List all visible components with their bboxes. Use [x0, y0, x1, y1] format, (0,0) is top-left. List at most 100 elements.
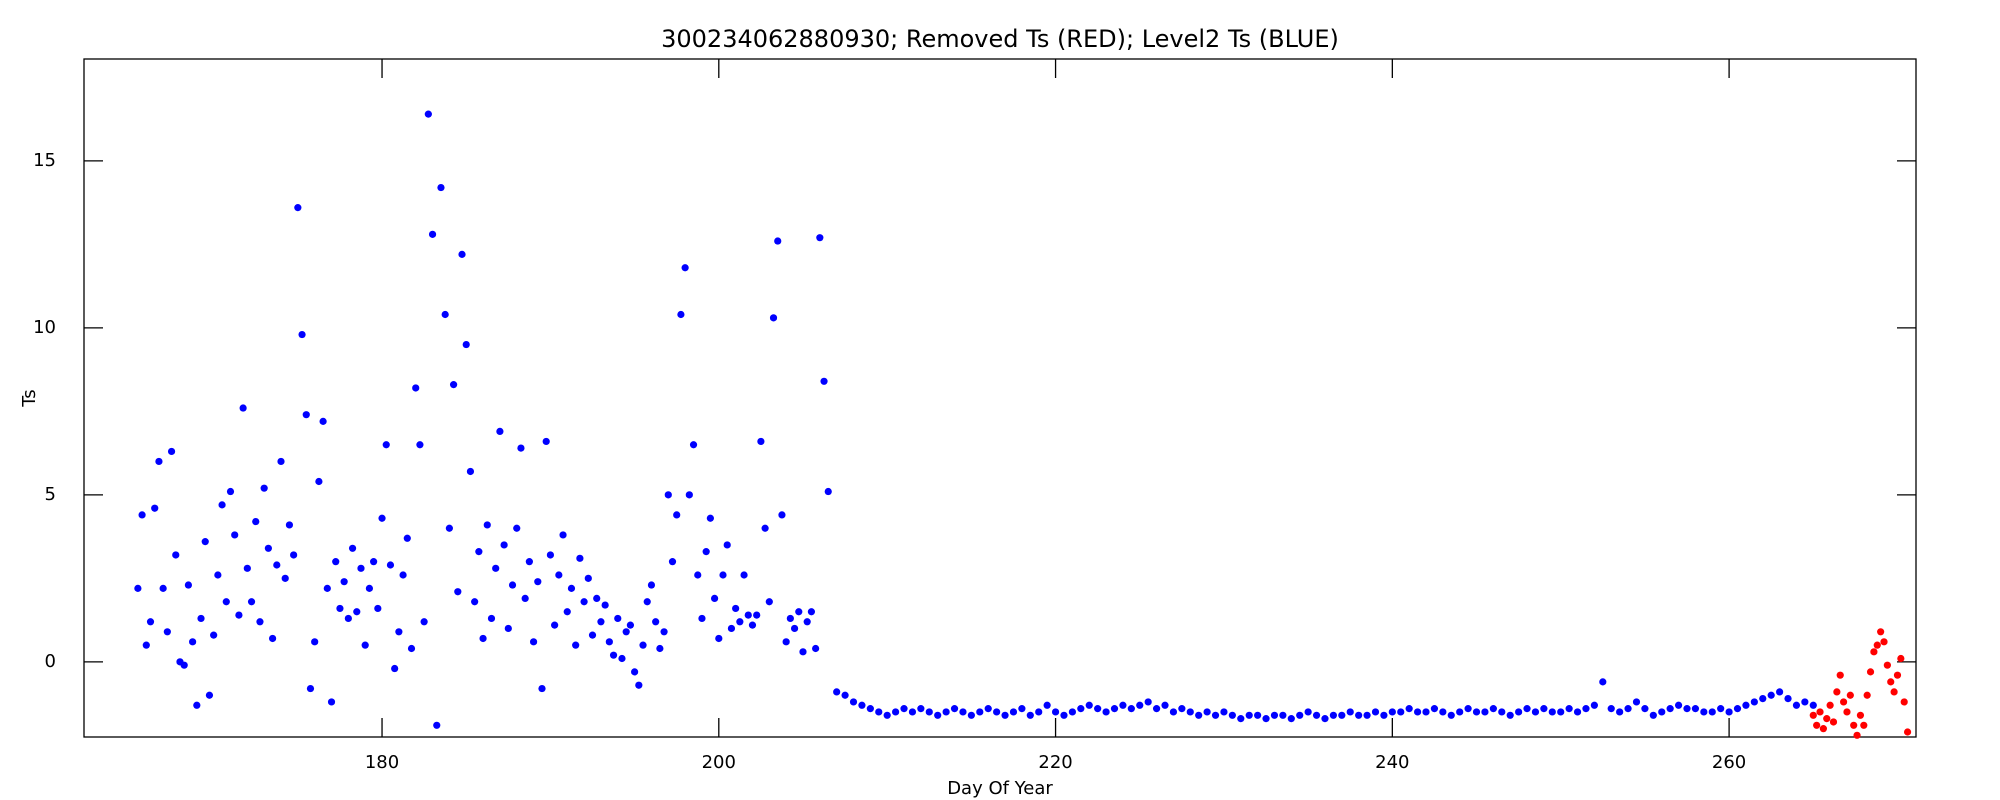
- data-point: [327, 698, 336, 706]
- data-point: [744, 611, 752, 619]
- data-point: [567, 584, 576, 592]
- data-point: [1346, 708, 1354, 716]
- data-point: [374, 604, 382, 613]
- data-point: [1792, 701, 1801, 709]
- data-point: [1456, 708, 1464, 716]
- data-point: [660, 628, 668, 636]
- data-point: [382, 441, 390, 449]
- data-point: [618, 654, 626, 663]
- chart-title: 300234062880930; Removed Ts (RED); Level…: [661, 25, 1339, 53]
- data-point: [525, 558, 533, 566]
- data-point: [306, 684, 315, 693]
- data-point: [1489, 705, 1497, 713]
- data-point: [1880, 638, 1888, 646]
- data-point: [559, 531, 567, 539]
- data-point: [193, 701, 201, 709]
- data-point: [1051, 708, 1060, 716]
- data-point: [1152, 705, 1161, 713]
- x-tick-label: 240: [1375, 752, 1409, 773]
- data-point: [803, 618, 811, 626]
- data-point: [517, 444, 525, 452]
- x-tick-label: 200: [702, 752, 736, 773]
- data-point: [277, 457, 285, 466]
- data-point: [1708, 708, 1716, 716]
- data-point: [774, 237, 782, 245]
- data-point: [1203, 708, 1211, 716]
- data-point: [1813, 721, 1821, 729]
- data-point: [1733, 705, 1742, 713]
- data-point: [1237, 715, 1245, 723]
- data-point: [1085, 701, 1093, 709]
- data-point: [462, 340, 470, 349]
- data-point: [681, 264, 689, 272]
- data-point: [357, 564, 365, 572]
- data-point: [1725, 708, 1733, 716]
- data-point: [264, 544, 272, 552]
- data-point: [348, 544, 357, 552]
- data-point: [900, 705, 908, 713]
- data-point: [1658, 708, 1666, 716]
- data-point: [492, 564, 500, 572]
- data-point: [239, 404, 247, 412]
- data-point: [159, 584, 167, 592]
- data-point: [816, 234, 824, 242]
- data-point: [420, 618, 428, 626]
- data-point: [353, 608, 361, 616]
- data-point: [1481, 708, 1489, 716]
- data-point: [605, 638, 613, 646]
- y-tick-label: 10: [33, 317, 56, 338]
- data-point: [361, 641, 369, 649]
- data-point: [142, 641, 150, 649]
- data-point: [529, 638, 538, 646]
- data-point: [1430, 705, 1439, 713]
- data-point: [302, 411, 310, 419]
- data-point: [449, 381, 458, 389]
- data-point: [551, 621, 559, 629]
- data-point: [1540, 705, 1548, 713]
- data-point: [336, 604, 344, 613]
- data-point: [1287, 715, 1295, 723]
- data-point: [332, 558, 340, 566]
- data-point: [883, 711, 891, 719]
- data-point: [925, 708, 933, 716]
- data-point: [290, 551, 298, 559]
- data-point: [1674, 701, 1683, 709]
- data-point: [702, 548, 710, 556]
- x-axis-label: Day Of Year: [947, 778, 1053, 799]
- data-point: [1767, 691, 1775, 699]
- data-point: [1523, 705, 1531, 713]
- data-point: [1565, 705, 1573, 713]
- y-tick-label: 5: [45, 484, 56, 505]
- data-point: [1607, 705, 1615, 713]
- data-point: [403, 534, 411, 542]
- data-point: [1683, 705, 1691, 713]
- data-point: [1819, 725, 1827, 733]
- data-point: [340, 578, 348, 586]
- data-point: [1873, 641, 1881, 649]
- data-point: [391, 664, 399, 673]
- data-point: [1094, 705, 1102, 713]
- data-point: [622, 628, 630, 636]
- data-point: [466, 467, 475, 476]
- data-point: [1750, 698, 1758, 706]
- data-point: [795, 608, 803, 616]
- data-point: [908, 708, 917, 716]
- data-point: [664, 491, 672, 499]
- data-point: [866, 705, 874, 713]
- data-point: [214, 571, 222, 579]
- data-point: [243, 564, 251, 572]
- data-point: [454, 588, 462, 596]
- data-point: [1262, 715, 1270, 723]
- data-point: [976, 708, 984, 716]
- data-point: [782, 638, 790, 646]
- data-point: [727, 624, 736, 633]
- plot-frame: [83, 58, 1917, 738]
- data-point: [247, 598, 256, 606]
- data-point: [222, 598, 230, 606]
- data-point: [138, 511, 146, 519]
- data-point: [1413, 708, 1422, 716]
- data-point: [1405, 705, 1413, 713]
- data-point: [841, 691, 849, 699]
